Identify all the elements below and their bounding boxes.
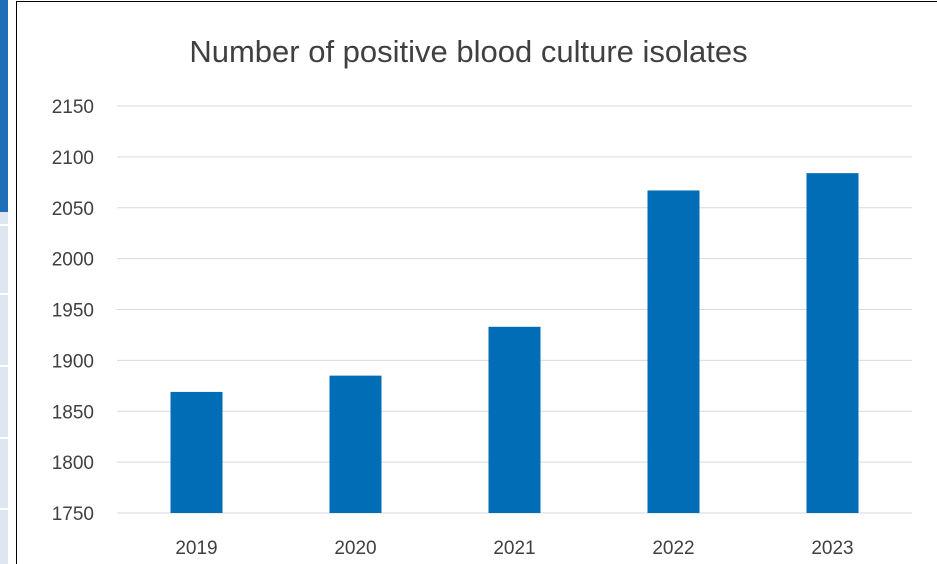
x-tick-label: 2020 [334,538,376,559]
left-panel-divider [0,508,8,510]
bar-2021 [488,326,541,513]
y-tick-label: 1800 [52,453,94,474]
left-panel-divider [0,293,8,295]
x-tick-label: 2022 [652,538,694,559]
left-panel-accent [0,0,8,212]
x-tick-label: 2023 [811,538,853,559]
left-panel-divider [0,224,8,226]
y-axis-labels: 1750 1800 1850 1900 1950 2000 2050 2100 2150 [52,97,94,525]
chart-title: Number of positive blood culture isolate… [189,34,748,69]
bar-2020 [329,375,382,513]
bar-2023 [806,173,859,513]
y-tick-label: 1950 [52,301,94,322]
left-panel-divider [0,437,8,439]
left-panel-divider [0,365,8,367]
y-tick-label: 1750 [52,504,94,525]
y-tick-label: 2100 [52,148,94,169]
y-tick-label: 2050 [52,199,94,220]
chart-frame [16,1,937,564]
y-tick-label: 2150 [52,97,94,118]
x-axis-labels: 2019 2020 2021 2022 2023 [175,538,853,559]
x-tick-label: 2021 [493,538,535,559]
bar-2019 [170,391,223,513]
bars [170,173,859,513]
y-tick-label: 1850 [52,402,94,423]
left-panel-strip [0,0,8,564]
y-tick-label: 2000 [52,250,94,271]
x-tick-label: 2019 [175,538,217,559]
y-tick-label: 1900 [52,351,94,372]
bar-2022 [647,190,700,513]
